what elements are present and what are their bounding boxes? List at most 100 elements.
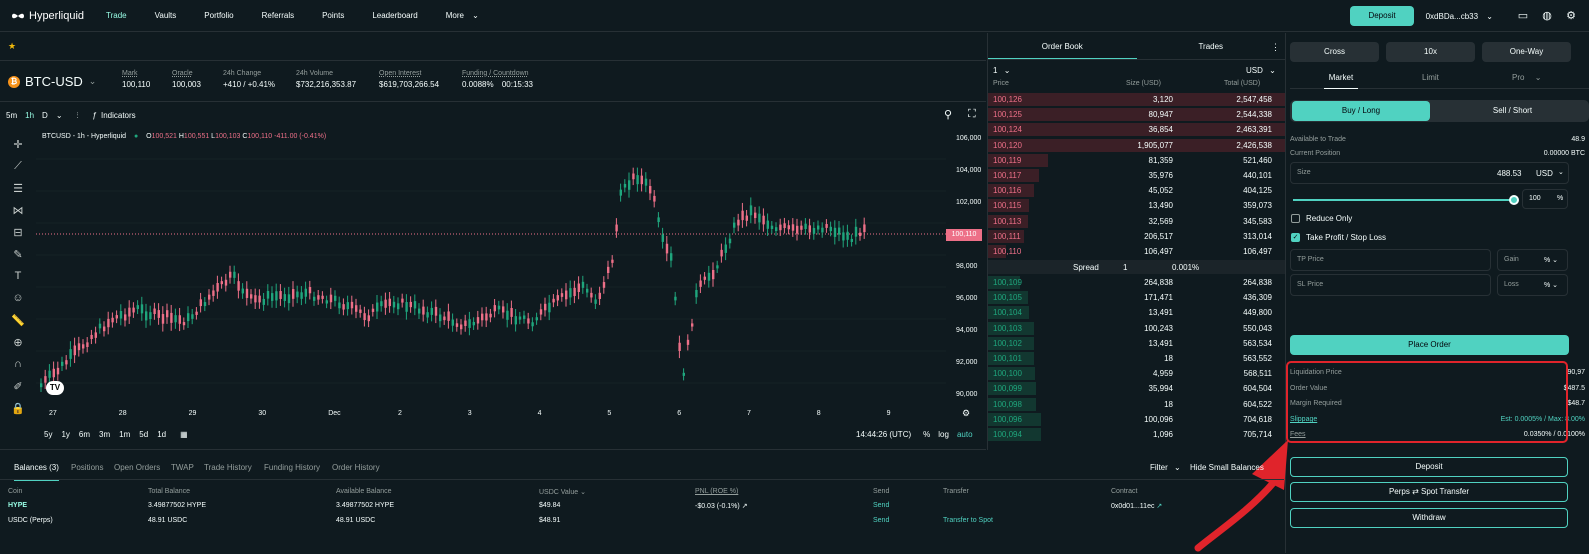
globe-icon[interactable]: ◍ xyxy=(1542,10,1552,22)
timeframe-d[interactable]: D xyxy=(42,111,48,120)
text-tool-icon[interactable]: T xyxy=(14,270,22,282)
size-input[interactable]: Size 488.53 USD ⌄ xyxy=(1290,162,1569,184)
ruler-icon[interactable]: 📏 xyxy=(11,315,25,327)
row-usdc-transfer[interactable]: Transfer to Spot xyxy=(943,517,993,524)
range-5y[interactable]: 5y xyxy=(44,430,53,439)
row-hype-contract[interactable]: 0x0d01...11ec ↗ xyxy=(1111,502,1162,510)
range-6m[interactable]: 6m xyxy=(78,430,91,439)
sell-short-button[interactable]: Sell / Short xyxy=(1492,106,1533,115)
candle-type-icon[interactable]: ⫶ xyxy=(76,111,79,120)
group-select[interactable]: 1 ⌄ xyxy=(993,66,1010,75)
bid-row[interactable]: 100,096 100,096 704,618 xyxy=(988,412,1278,427)
tab-open-orders[interactable]: Open Orders xyxy=(114,463,161,472)
emoji-icon[interactable]: ☺ xyxy=(12,292,24,304)
currency-select[interactable]: USD ⌄ xyxy=(1246,66,1276,75)
nav-points[interactable]: Points xyxy=(322,11,345,20)
range-1y[interactable]: 1y xyxy=(61,430,70,439)
ask-row[interactable]: 100,110 106,497 106,497 xyxy=(988,244,1278,259)
ask-row[interactable]: 100,117 35,976 440,101 xyxy=(988,168,1278,183)
bid-row[interactable]: 100,094 1,096 705,714 xyxy=(988,427,1278,442)
loss-select[interactable]: Loss % ⌄ xyxy=(1497,274,1568,296)
ask-row[interactable]: 100,113 32,569 345,583 xyxy=(988,214,1278,229)
crosshair-icon[interactable]: ✛ xyxy=(13,139,23,151)
candlestick-plot[interactable] xyxy=(36,151,946,409)
percent-toggle[interactable]: % xyxy=(923,430,931,439)
ask-row[interactable]: 100,120 1,905,077 2,426,538 xyxy=(988,138,1285,153)
horizontal-lines-icon[interactable]: ☰ xyxy=(13,183,23,195)
bid-row[interactable]: 100,105 171,471 436,309 xyxy=(988,290,1278,305)
row-hype-coin[interactable]: HYPE xyxy=(8,502,28,509)
tab-positions[interactable]: Positions xyxy=(71,463,104,472)
hide-small-balances[interactable]: Hide Small Balances xyxy=(1190,463,1264,472)
external-link-icon[interactable]: ↗ xyxy=(1156,503,1163,510)
ask-row[interactable]: 100,111 206,517 313,014 xyxy=(988,229,1278,244)
timeframe-5m[interactable]: 5m xyxy=(6,111,18,120)
gain-select[interactable]: Gain % ⌄ xyxy=(1497,249,1568,271)
timeframe-1h[interactable]: 1h xyxy=(25,111,35,120)
nav-leaderboard[interactable]: Leaderboard xyxy=(372,11,418,20)
indicators-button[interactable]: Indicators xyxy=(100,111,136,120)
reduce-only-checkbox[interactable]: Reduce Only xyxy=(1291,214,1352,223)
ask-row[interactable]: 100,119 81,359 521,460 xyxy=(988,153,1278,168)
position-mode-button[interactable]: One-Way xyxy=(1482,42,1571,62)
margin-mode-button[interactable]: Cross xyxy=(1290,42,1379,62)
tab-trades[interactable]: Trades xyxy=(1198,42,1224,51)
place-order-button[interactable]: Place Order xyxy=(1290,335,1569,355)
size-slider-track[interactable] xyxy=(1293,195,1519,205)
fib-icon[interactable]: ⊟ xyxy=(13,227,23,239)
leverage-button[interactable]: 10x xyxy=(1386,42,1475,62)
log-toggle[interactable]: log xyxy=(938,430,949,439)
bid-row[interactable]: 100,101 18 563,552 xyxy=(988,351,1278,366)
row-hype-send[interactable]: Send xyxy=(873,502,890,509)
bid-row[interactable]: 100,100 4,959 568,511 xyxy=(988,366,1278,381)
perps-spot-transfer-button[interactable]: Perps ⇄ Spot Transfer xyxy=(1290,482,1568,502)
row-usdc-send[interactable]: Send xyxy=(873,517,890,524)
magnet-icon[interactable]: ∩ xyxy=(14,358,22,370)
star-icon[interactable]: ★ xyxy=(8,41,17,51)
ask-row[interactable]: 100,125 80,947 2,544,338 xyxy=(988,107,1285,122)
buy-long-button[interactable]: Buy / Long xyxy=(1292,101,1430,121)
magnifier-icon[interactable]: ⊕ xyxy=(13,337,23,349)
market-selector[interactable]: ₿ BTC-USD ⌄ xyxy=(8,74,96,89)
fullscreen-icon[interactable]: ⛶ xyxy=(968,108,976,120)
bid-row[interactable]: 100,098 18 604,522 xyxy=(988,397,1278,412)
nav-trade[interactable]: Trade xyxy=(106,11,127,20)
chevron-down-icon[interactable]: ⌄ xyxy=(55,111,63,120)
trendline-icon[interactable]: ⟋ xyxy=(14,160,22,172)
gear-icon[interactable]: ⚙ xyxy=(1566,10,1576,22)
tab-pro[interactable]: Pro ⌄ xyxy=(1512,73,1541,82)
range-1m[interactable]: 1m xyxy=(119,430,131,439)
range-3m[interactable]: 3m xyxy=(99,430,111,439)
chevron-down-icon[interactable]: ⌄ xyxy=(1558,169,1564,176)
slippage-label[interactable]: Slippage xyxy=(1290,416,1318,423)
more-options-icon[interactable]: ⋮ xyxy=(1271,42,1280,52)
tab-twap[interactable]: TWAP xyxy=(171,463,194,472)
ask-row[interactable]: 100,115 13,490 359,073 xyxy=(988,198,1278,213)
calendar-icon[interactable]: ▦ xyxy=(180,430,188,439)
sl-price-input[interactable]: SL Price xyxy=(1290,274,1491,296)
withdraw-button[interactable]: Withdraw xyxy=(1290,508,1568,528)
brush-icon[interactable]: ✎ xyxy=(13,249,23,261)
deposit-button[interactable]: Deposit xyxy=(1290,457,1568,477)
external-link-icon[interactable]: ↗ xyxy=(741,503,748,510)
size-percent-input[interactable]: 100 % xyxy=(1522,189,1568,209)
bid-row[interactable]: 100,099 35,994 604,504 xyxy=(988,381,1278,396)
pencil-lock-icon[interactable]: ✐ xyxy=(13,381,23,393)
range-5d[interactable]: 5d xyxy=(139,430,149,439)
tab-balances[interactable]: Balances (3) xyxy=(14,463,59,481)
bid-row[interactable]: 100,109 264,838 264,838 xyxy=(988,275,1278,290)
tab-funding-history[interactable]: Funding History xyxy=(264,463,321,472)
fees-label[interactable]: Fees xyxy=(1290,431,1306,438)
tab-order-book[interactable]: Order Book xyxy=(988,33,1137,59)
nav-referrals[interactable]: Referrals xyxy=(261,11,295,20)
nav-vaults[interactable]: Vaults xyxy=(154,11,177,20)
nav-more[interactable]: More ⌄ xyxy=(446,11,479,20)
ask-row[interactable]: 100,126 3,120 2,547,458 xyxy=(988,92,1285,107)
nav-portfolio[interactable]: Portfolio xyxy=(204,11,234,20)
size-slider-handle[interactable] xyxy=(1509,195,1519,205)
tpsl-checkbox[interactable]: ✓ Take Profit / Stop Loss xyxy=(1291,233,1386,242)
bid-row[interactable]: 100,102 13,491 563,534 xyxy=(988,336,1278,351)
tp-price-input[interactable]: TP Price xyxy=(1290,249,1491,271)
pitchfork-icon[interactable]: ⋈ xyxy=(12,205,24,217)
hyperliquid-logo[interactable]: Hyperliquid xyxy=(11,10,84,22)
